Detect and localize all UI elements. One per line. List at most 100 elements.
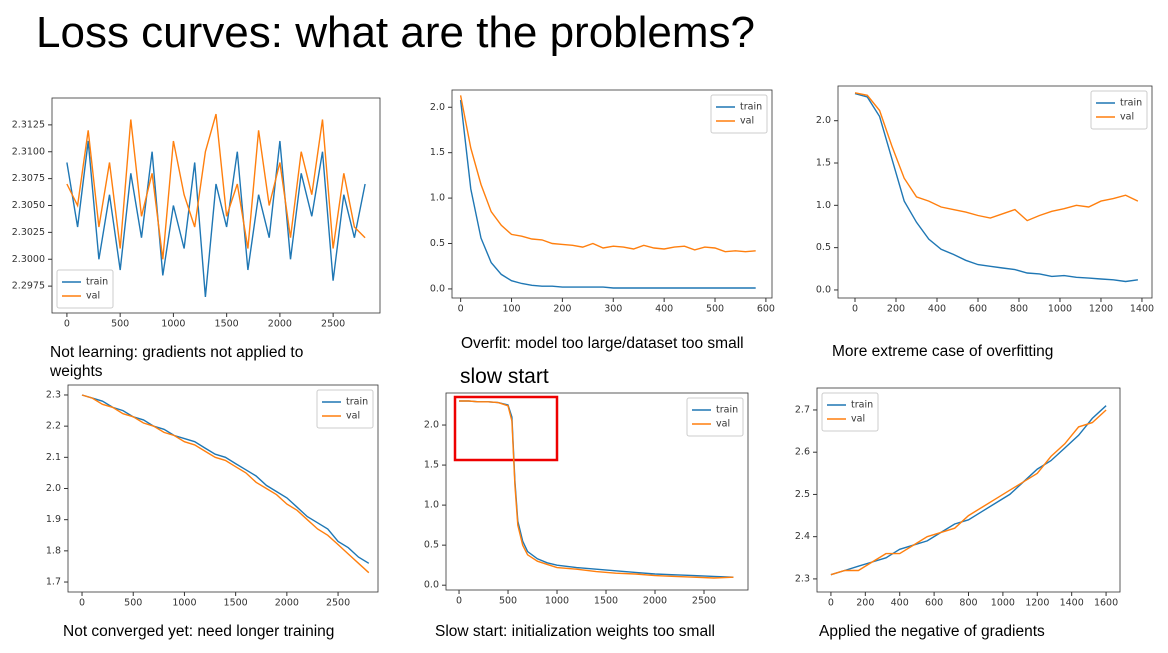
x-tick-label: 200: [856, 598, 874, 609]
legend-box: [686, 397, 744, 437]
legend-box: [821, 392, 879, 432]
y-tick-label: 0.5: [816, 242, 831, 253]
series-line: [81, 394, 370, 574]
x-tick-label: 0: [64, 319, 70, 330]
y-tick-label: 1.0: [816, 200, 831, 211]
series-line: [854, 92, 1139, 222]
x-tick-label: 600: [757, 304, 775, 315]
legend-label: val: [740, 116, 754, 127]
legend-label: val: [346, 411, 360, 422]
x-tick-label: 600: [925, 598, 943, 609]
x-tick-label: 300: [604, 304, 622, 315]
x-tick-label: 600: [969, 304, 987, 315]
x-tick-label: 500: [706, 304, 724, 315]
y-tick-label: 2.3100: [12, 146, 45, 157]
y-tick-label: 1.0: [430, 193, 445, 204]
series-line: [66, 113, 366, 260]
plot-frame: [837, 85, 1153, 299]
legend-label: train: [346, 397, 368, 408]
y-tick-label: 0.5: [424, 540, 439, 551]
x-tick-label: 1000: [545, 596, 569, 607]
legend-box: [710, 94, 768, 134]
y-tick-label: 2.0: [424, 420, 439, 431]
y-tick-label: 1.0: [424, 500, 439, 511]
y-tick-label: 2.3125: [12, 119, 45, 130]
x-tick-label: 1400: [1130, 304, 1154, 315]
x-tick-label: 500: [111, 319, 129, 330]
caption: Not converged yet: need longer training: [63, 623, 335, 640]
caption: Overfit: model too large/dataset too sma…: [461, 335, 744, 352]
legend-label: train: [1120, 98, 1142, 109]
x-tick-label: 400: [928, 304, 946, 315]
y-tick-label: 2.6: [795, 447, 810, 458]
legend-label: train: [716, 405, 738, 416]
y-tick-label: 2.3000: [12, 254, 45, 265]
x-tick-label: 1200: [1089, 304, 1113, 315]
legend-label: val: [851, 414, 865, 425]
x-tick-label: 1000: [172, 598, 196, 609]
y-tick-label: 0.5: [430, 238, 445, 249]
highlight-box: [453, 395, 559, 462]
legend-box: [1090, 90, 1148, 130]
legend-label: val: [716, 419, 730, 430]
x-tick-label: 0: [458, 304, 464, 315]
x-tick-label: 1000: [1048, 304, 1072, 315]
legend-label: val: [86, 291, 100, 302]
caption: Applied the negative of gradients: [819, 623, 1045, 640]
series-line: [66, 140, 366, 297]
x-tick-label: 500: [499, 596, 517, 607]
y-tick-label: 1.8: [46, 545, 61, 556]
caption: Not learning: gradients not applied to w…: [50, 344, 304, 380]
x-tick-label: 200: [887, 304, 905, 315]
x-tick-label: 1200: [1025, 598, 1049, 609]
y-tick-label: 2.7: [795, 404, 810, 415]
y-tick-label: 1.5: [430, 147, 445, 158]
y-tick-label: 2.3075: [12, 173, 45, 184]
plot-frame: [445, 392, 749, 591]
y-tick-label: 0.0: [424, 580, 439, 591]
plot-frame: [451, 89, 773, 299]
slide-title: Loss curves: what are the problems?: [36, 8, 756, 57]
y-tick-label: 2.5: [795, 489, 810, 500]
x-tick-label: 100: [502, 304, 520, 315]
y-tick-label: 2.0: [46, 483, 61, 494]
y-tick-label: 2.3: [795, 573, 810, 584]
y-tick-label: 1.7: [46, 577, 61, 588]
x-tick-label: 0: [852, 304, 858, 315]
series-line: [459, 99, 756, 289]
x-tick-label: 0: [828, 598, 834, 609]
legend-label: val: [1120, 112, 1134, 123]
x-tick-label: 400: [655, 304, 673, 315]
y-tick-label: 2.3050: [12, 200, 45, 211]
x-tick-label: 500: [124, 598, 142, 609]
y-tick-label: 2.1: [46, 452, 61, 463]
x-tick-label: 800: [959, 598, 977, 609]
x-tick-label: 2500: [326, 598, 350, 609]
y-tick-label: 2.3025: [12, 227, 45, 238]
x-tick-label: 1000: [161, 319, 185, 330]
y-tick-label: 0.0: [816, 284, 831, 295]
y-tick-label: 2.0: [816, 115, 831, 126]
series-line: [854, 92, 1138, 283]
x-tick-label: 1400: [1060, 598, 1084, 609]
caption: Slow start: initialization weights too s…: [435, 623, 715, 640]
x-tick-label: 1500: [594, 596, 618, 607]
y-tick-label: 1.9: [46, 514, 61, 525]
y-tick-label: 0.0: [430, 283, 445, 294]
x-tick-label: 800: [1010, 304, 1028, 315]
x-tick-label: 400: [891, 598, 909, 609]
series-line: [459, 400, 734, 579]
legend-box: [56, 269, 114, 309]
legend-label: train: [86, 277, 108, 288]
y-tick-label: 1.5: [816, 158, 831, 169]
annotation: slow start: [460, 365, 549, 388]
x-tick-label: 1000: [991, 598, 1015, 609]
series-line: [830, 405, 1107, 576]
x-tick-label: 2500: [692, 596, 716, 607]
x-tick-label: 0: [456, 596, 462, 607]
y-tick-label: 2.4: [795, 531, 810, 542]
x-tick-label: 1500: [215, 319, 239, 330]
x-tick-label: 2500: [321, 319, 345, 330]
legend-label: train: [851, 400, 873, 411]
caption: More extreme case of overfitting: [832, 343, 1054, 360]
